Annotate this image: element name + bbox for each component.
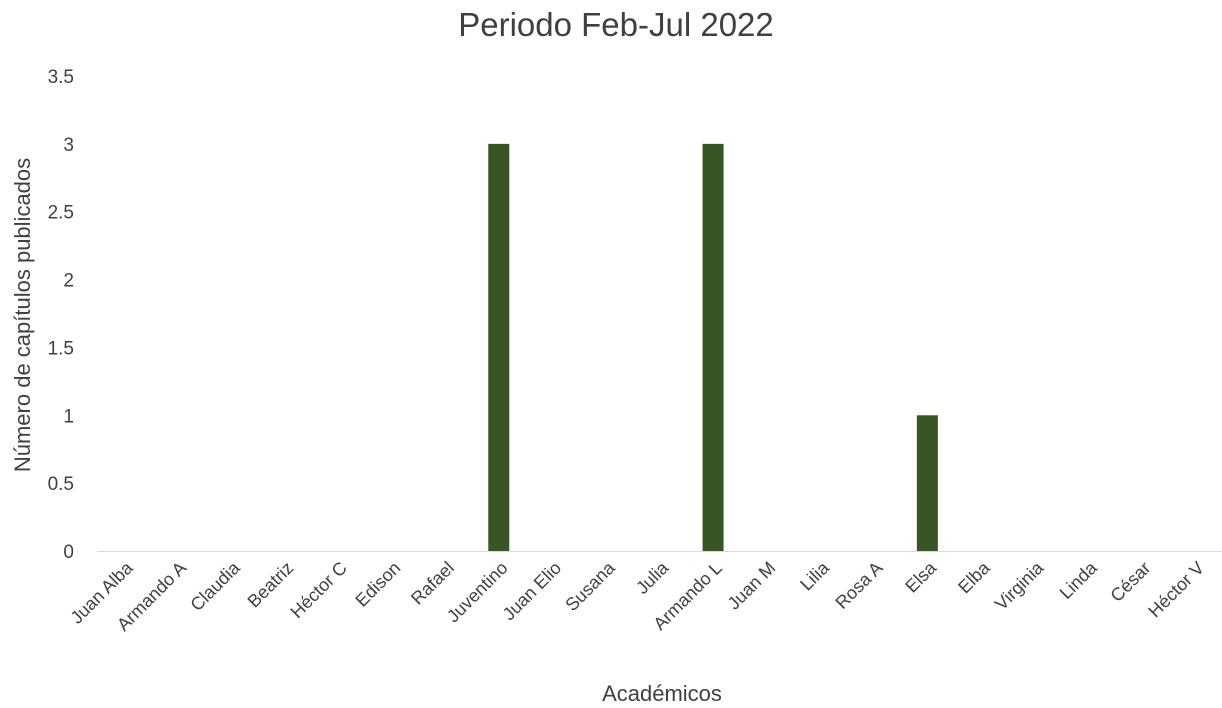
bar-series [488,143,938,551]
y-tick-label: 3.5 [48,67,74,88]
x-tick-label: Linda [1056,557,1102,603]
x-tick-label: Lilia [796,557,833,594]
y-tick-label: 1.5 [48,338,74,359]
x-tick-label: Héctor C [287,558,351,622]
x-tick-label: César [1106,558,1154,606]
y-tick-label: 3 [63,135,74,156]
chart-title: Periodo Feb-Jul 2022 [458,6,774,43]
x-tick-label: Rafael [407,558,458,609]
y-tick-label: 2.5 [48,203,74,224]
x-tick-label: Elsa [901,557,941,597]
x-tick-label: Beatriz [244,558,298,612]
bar [488,143,510,551]
y-tick-label: 0 [63,542,74,563]
x-axis-title: Académicos [602,681,722,706]
y-tick-label: 0.5 [48,474,74,495]
x-tick-label: Elba [954,557,994,597]
x-tick-label: Juan Elio [499,558,566,625]
x-tick-label: Susana [561,557,619,615]
y-tick-label: 1 [63,406,74,427]
x-tick-label: Edison [351,558,404,611]
bar [702,143,724,551]
x-tick-label: Rosa A [831,558,886,613]
x-tick-label: Juan M [724,558,780,614]
x-tick-label: Claudia [186,557,244,615]
x-tick-label: Julia [632,557,673,598]
x-tick-label: Héctor V [1144,558,1208,622]
x-tick-label: Virginia [991,557,1048,614]
y-axis-ticks: 0 0.5 1 1.5 2 2.5 3 3.5 [48,67,74,563]
y-axis-title: Número de capítulos publicados [10,158,35,472]
bar [916,415,938,551]
y-tick-label: 2 [63,271,74,292]
